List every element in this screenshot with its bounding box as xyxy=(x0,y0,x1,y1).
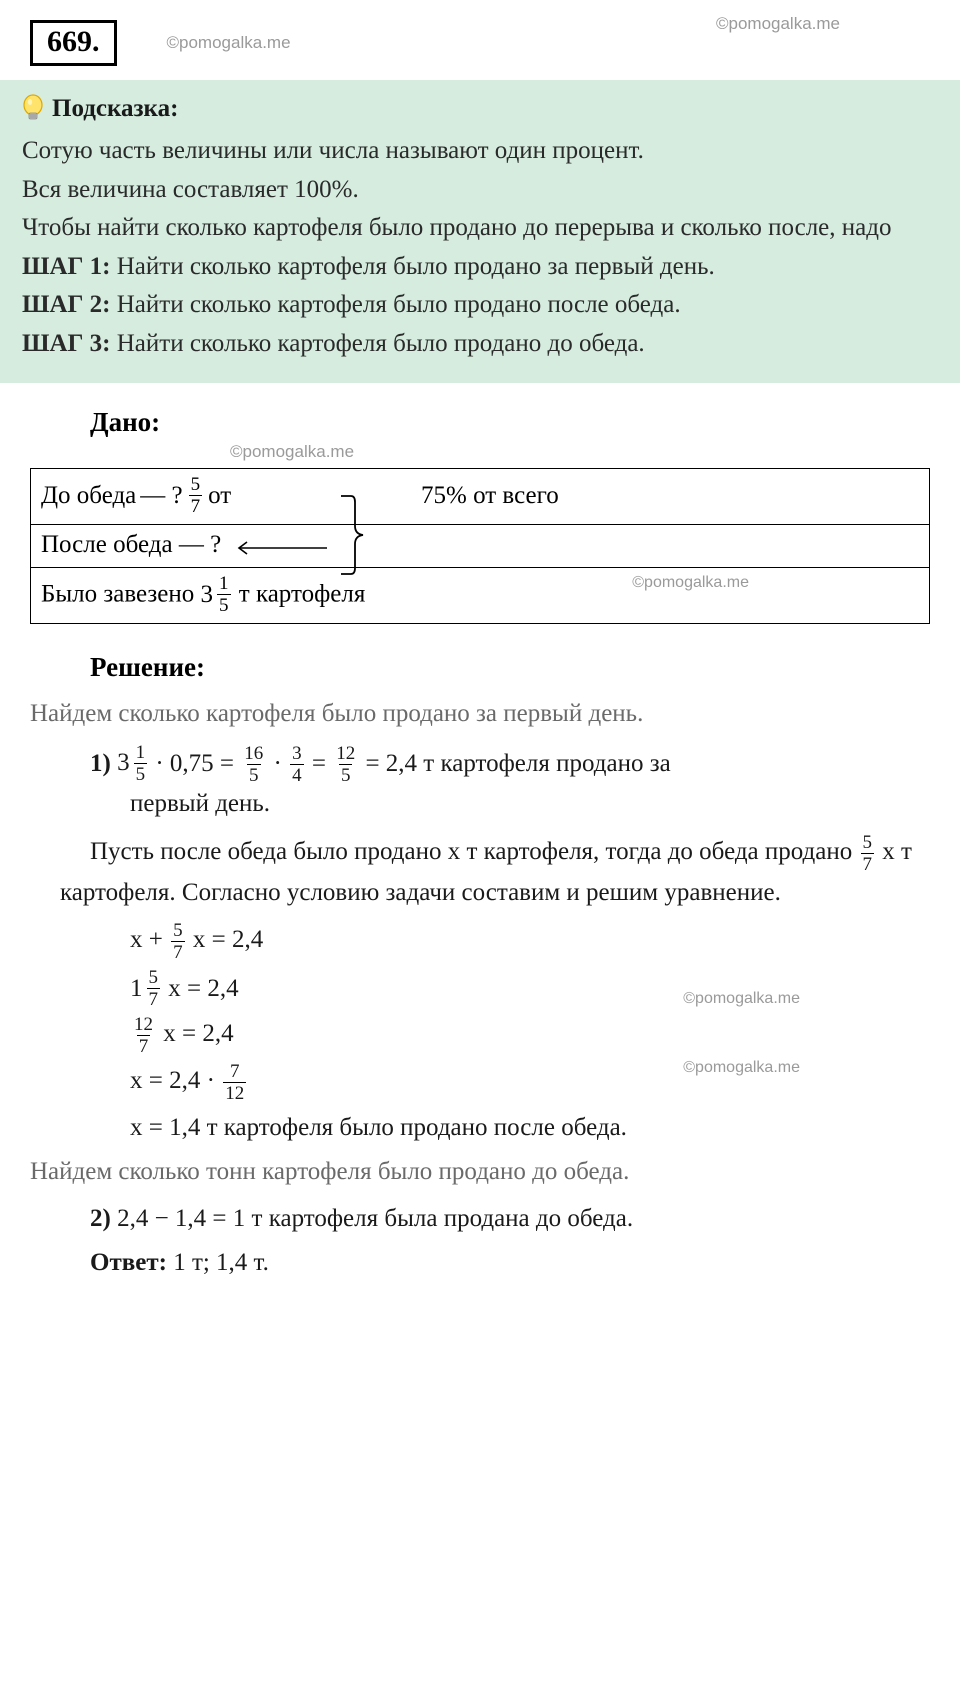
grey-line-1: Найдем сколько картофеля было продано за… xyxy=(30,695,930,733)
solution-body: Найдем сколько картофеля было продано за… xyxy=(30,695,930,1281)
given-row-1: До обеда — ? 5 7 от 75% от всего xyxy=(31,469,930,525)
watermark-row3: ©pomogalka.me xyxy=(632,574,749,592)
grey-line-2: Найдем сколько тонн картофеля было прода… xyxy=(30,1153,930,1191)
dano-title: Дано: xyxy=(90,407,930,438)
hint-step3: ШАГ 3: Найти сколько картофеля было прод… xyxy=(22,327,938,362)
reshenie-title: Решение: xyxy=(90,652,930,683)
eq-2: 1 57 x = 2,4 xyxy=(130,968,930,1009)
watermark-dano: ©pomogalka.me xyxy=(230,442,930,462)
step-2-line: 2) 2,4 − 1,4 = 1 т картофеля была продан… xyxy=(90,1200,930,1238)
step-1-cont: первый день. xyxy=(130,785,930,823)
hint-body: Сотую часть величины или числа называют … xyxy=(22,134,938,361)
hint-box: Подсказка: Сотую часть величины или числ… xyxy=(0,80,960,383)
eq-4: x = 2,4 · 712 ©pomogalka.me xyxy=(130,1062,930,1103)
mixed-3-1-5: 3 1 5 xyxy=(201,574,233,615)
hint-p3: Чтобы найти сколько картофеля было прода… xyxy=(22,211,938,246)
step-1-line: 1) 3 1 5 · 0,75 = 165 · 34 = 125 = 2,4 т… xyxy=(90,743,930,786)
answer-line: Ответ: 1 т; 1,4 т. xyxy=(90,1244,930,1282)
eq-3: 127 x = 2,4 ©pomogalka.me xyxy=(130,1015,930,1056)
lightbulb-icon xyxy=(22,94,44,124)
given-row-2: После обеда — ? xyxy=(31,525,930,568)
watermark-header: ©pomogalka.me xyxy=(167,33,291,53)
hint-step1: ШАГ 1: Найти сколько картофеля было прод… xyxy=(22,250,938,285)
arrow-back-icon xyxy=(231,536,331,554)
hint-step2: ШАГ 2: Найти сколько картофеля было прод… xyxy=(22,288,938,323)
given-table: До обеда — ? 5 7 от 75% от всего xyxy=(30,468,930,624)
hint-p2: Вся величина составляет 100%. xyxy=(22,173,938,208)
watermark-top-right: ©pomogalka.me xyxy=(716,14,840,34)
page-container: ©pomogalka.me 669. ©pomogalka.me Подсказ… xyxy=(0,0,960,1321)
problem-number: 669. xyxy=(30,20,117,66)
hint-title-row: Подсказка: xyxy=(22,94,938,124)
fraction-5-7: 5 7 xyxy=(189,475,203,516)
given-row-3: Было завезено 3 1 5 т картофеля ©pomogal… xyxy=(31,568,930,624)
eq-5: x = 1,4 т картофеля было продано после о… xyxy=(130,1109,930,1147)
watermark-eq4: ©pomogalka.me xyxy=(683,1056,800,1080)
para-explain: Пусть после обеда было продано x т карто… xyxy=(60,833,930,912)
hint-p1: Сотую часть величины или числа называют … xyxy=(22,134,938,169)
watermark-eq3: ©pomogalka.me xyxy=(683,987,800,1011)
eq-1: x + 57 x = 2,4 xyxy=(130,921,930,962)
hint-title: Подсказка: xyxy=(52,95,178,123)
